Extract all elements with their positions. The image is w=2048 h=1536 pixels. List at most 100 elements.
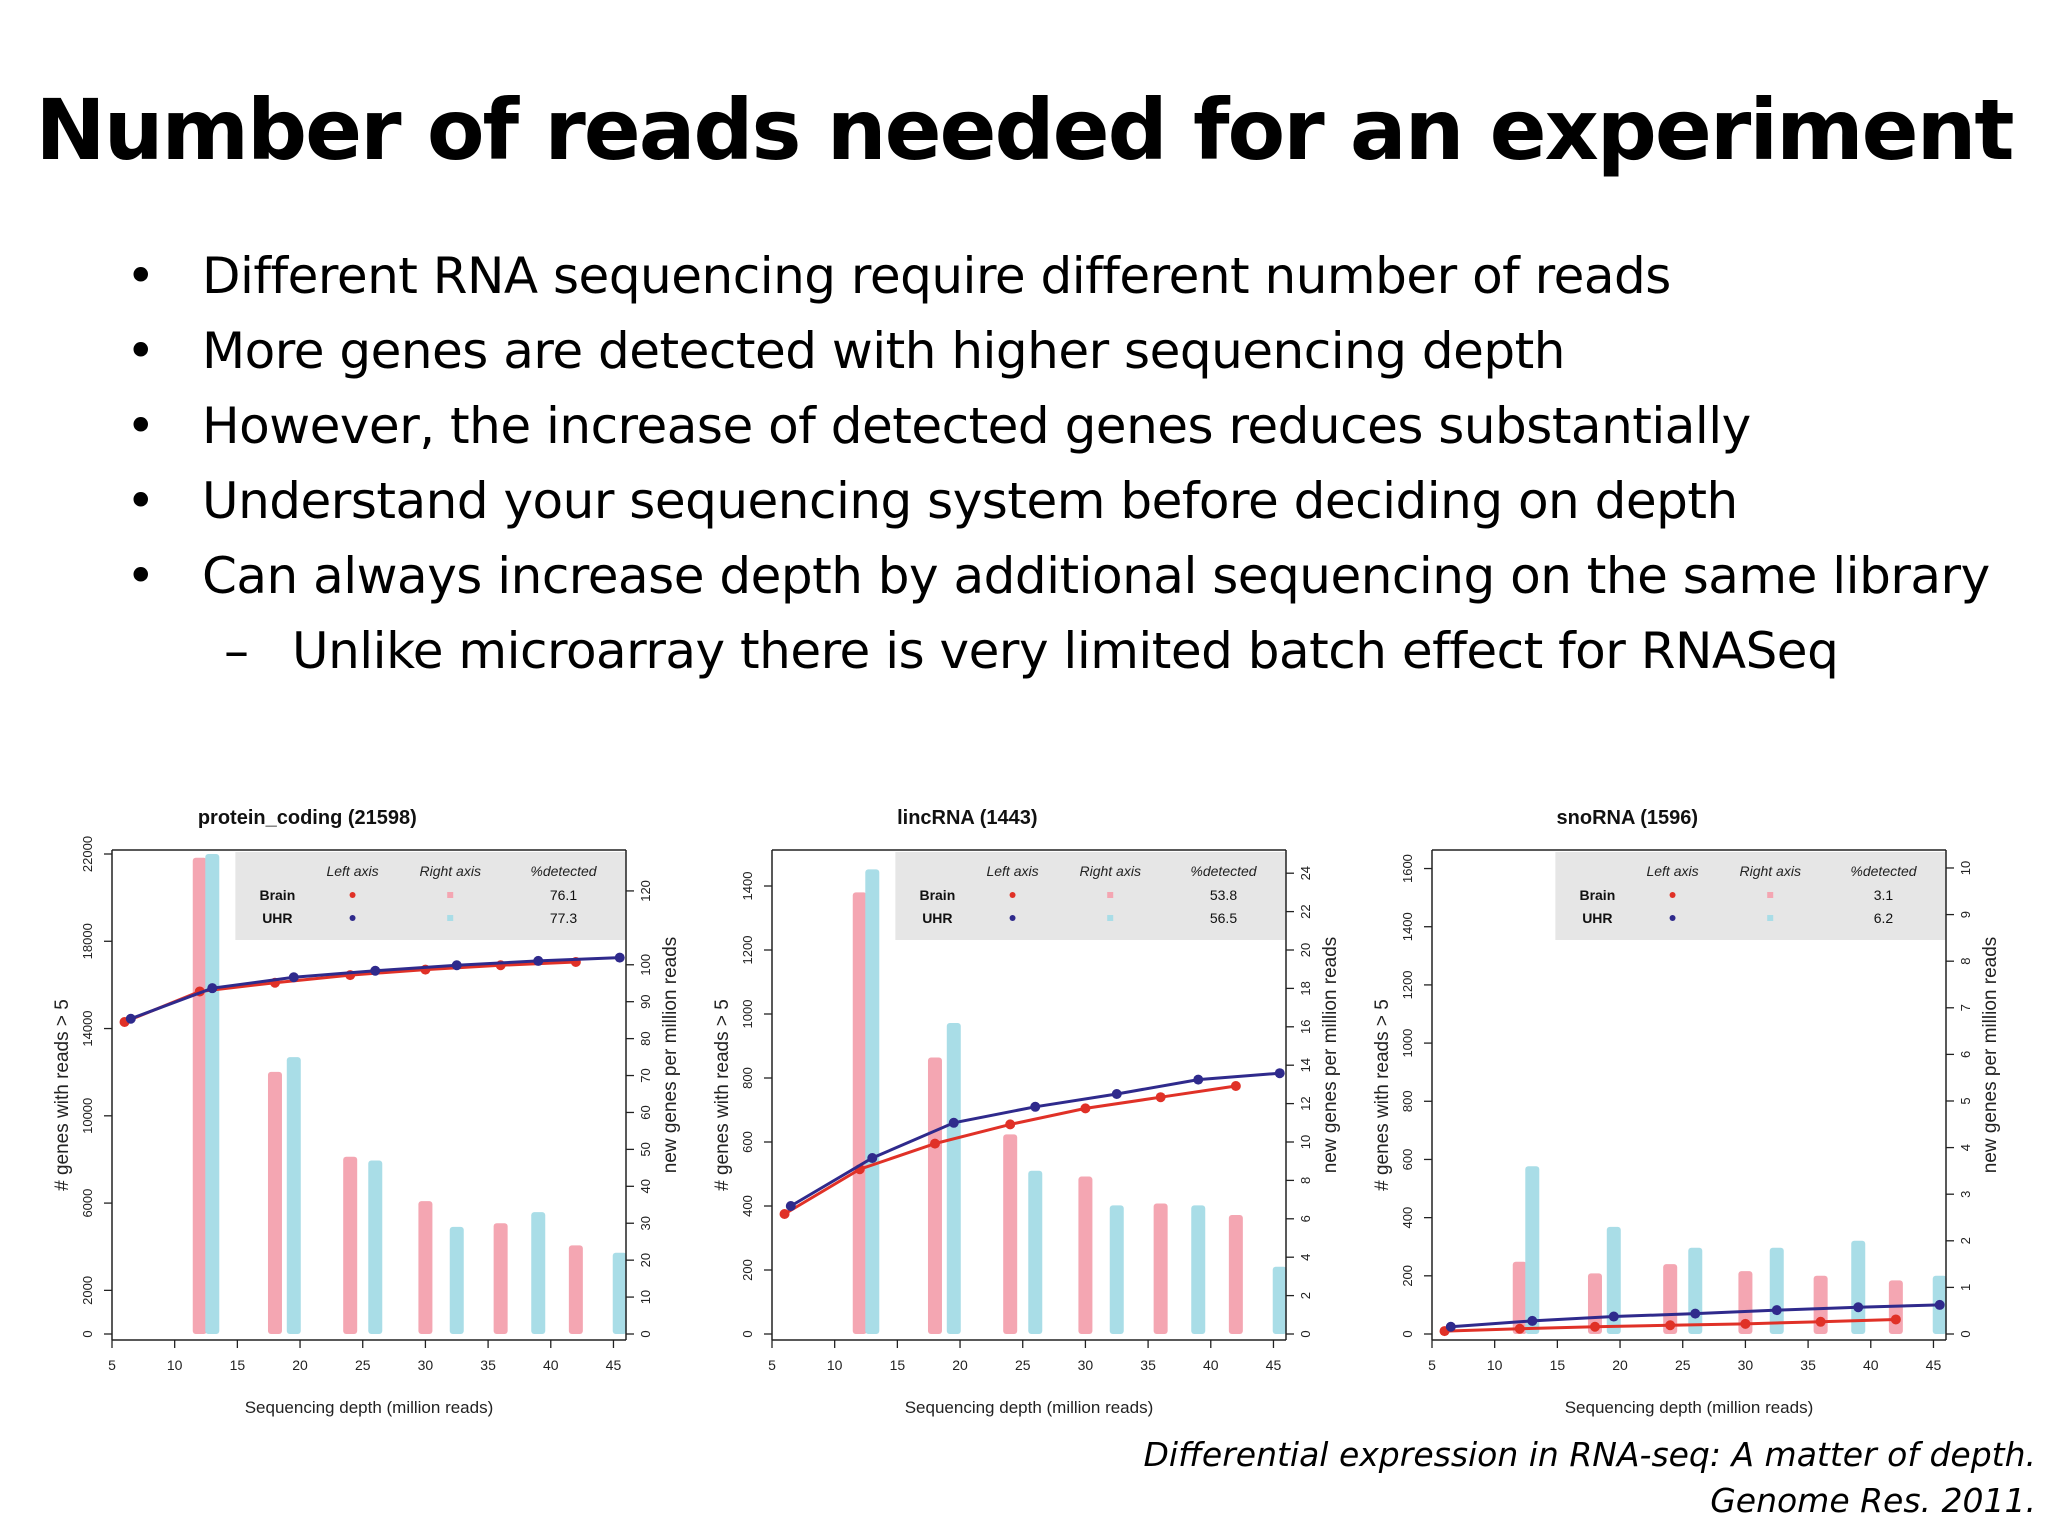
chart-legend-header: Right axis xyxy=(1079,863,1140,879)
chart-bar-brain xyxy=(1663,1264,1678,1334)
chart-legend-header: Right axis xyxy=(419,863,480,879)
chart-y2-tick-label: 10 xyxy=(1298,1135,1313,1149)
chart-legend-detected: 3.1 xyxy=(1874,887,1894,903)
chart-y-tick-label: 6000 xyxy=(80,1189,95,1218)
chart-bar-uhr xyxy=(1272,1266,1287,1334)
chart-y2-tick-label: 2 xyxy=(1298,1292,1313,1299)
chart-y2-tick-label: 6 xyxy=(1298,1215,1313,1222)
chart-legend-bar-key xyxy=(1107,915,1114,921)
chart-legend-bar-key xyxy=(447,915,454,921)
bullet-text: Different RNA sequencing require differe… xyxy=(202,247,1671,305)
bullet-text: Understand your sequencing system before… xyxy=(202,472,1738,530)
chart-y2-tick-label: 2 xyxy=(1958,1237,1973,1244)
chart-bar-brain xyxy=(1153,1203,1168,1334)
chart-x-tick-label: 25 xyxy=(355,1357,371,1373)
chart-y2-tick-label: 30 xyxy=(638,1216,653,1230)
chart-x-tick-label: 35 xyxy=(1140,1357,1156,1373)
chart-bar-uhr xyxy=(1688,1247,1703,1334)
chart-y2-tick-label: 70 xyxy=(638,1068,653,1082)
chart-point-brain xyxy=(1589,1321,1600,1332)
chart-x-label: Sequencing depth (million reads) xyxy=(905,1398,1154,1417)
chart-point-brain xyxy=(1740,1318,1751,1329)
chart-title: protein_coding (21598) xyxy=(198,807,417,829)
chart-point-brain xyxy=(1080,1103,1091,1114)
chart-legend-box xyxy=(1555,852,1946,940)
chart-y-tick-label: 1400 xyxy=(1400,912,1415,941)
figure-panel: Left axis Right axis %detected Brain 76.1 UHR… xyxy=(52,807,2001,1417)
bullet-item: • Can always increase depth by additional… xyxy=(118,546,2018,606)
bullet-marker: • xyxy=(126,397,156,455)
chart-legend-bar-key xyxy=(1767,892,1774,898)
chart-point-brain xyxy=(1665,1320,1676,1331)
chart-y-tick-label: 1200 xyxy=(1400,970,1415,999)
chart-bar-uhr xyxy=(286,1057,301,1334)
chart-legend-line-key xyxy=(1009,892,1016,898)
chart-panel: Left axis Right axis %detected Brain 76.1 UHR… xyxy=(52,807,681,1417)
chart-x-tick-label: 35 xyxy=(1800,1357,1816,1373)
chart-y2-tick-label: 4 xyxy=(1298,1254,1313,1261)
chart-x-tick-label: 15 xyxy=(230,1357,246,1373)
chart-legend-header: Left axis xyxy=(986,863,1038,879)
chart-y2-tick-label: 80 xyxy=(638,1031,653,1045)
chart-y2-tick-label: 90 xyxy=(638,994,653,1008)
chart-y-tick-label: 0 xyxy=(1400,1330,1415,1337)
chart-y-tick-label: 1200 xyxy=(740,936,755,965)
chart-y-tick-label: 1000 xyxy=(1400,1029,1415,1058)
chart-bar-brain xyxy=(1512,1261,1527,1334)
chart-legend-label: UHR xyxy=(262,910,292,926)
chart-legend-header: %detected xyxy=(530,863,597,879)
chart-legend-box xyxy=(895,852,1286,940)
chart-point-uhr xyxy=(1608,1311,1619,1322)
chart-legend-box xyxy=(235,852,627,940)
chart-bar-brain xyxy=(343,1156,358,1334)
sub-bullet-text: Unlike microarray there is very limited … xyxy=(292,622,1839,680)
chart-y2-tick-label: 9 xyxy=(1958,911,1973,918)
chart-point-uhr xyxy=(533,955,544,966)
chart-y2-tick-label: 100 xyxy=(638,954,653,976)
chart-title: lincRNA (1443) xyxy=(897,807,1037,829)
chart-legend-label: Brain xyxy=(919,887,955,903)
chart-x-tick-label: 25 xyxy=(1015,1357,1031,1373)
chart-legend-bar-key xyxy=(1107,892,1114,898)
chart-y-tick-label: 14000 xyxy=(80,1010,95,1046)
bullet-item: • More genes are detected with higher seq… xyxy=(118,321,2018,381)
chart-y2-tick-label: 40 xyxy=(638,1179,653,1193)
chart-bar-uhr xyxy=(1606,1226,1621,1334)
chart-y-tick-label: 0 xyxy=(80,1330,95,1337)
chart-bar-brain xyxy=(1078,1176,1093,1334)
chart-y2-label: new genes per million reads xyxy=(660,937,681,1174)
chart-y2-tick-label: 22 xyxy=(1298,904,1313,918)
chart-y2-tick-label: 4 xyxy=(1958,1144,1973,1151)
bullet-item: • Understand your sequencing system befor… xyxy=(118,471,2018,531)
chart-bar-brain xyxy=(418,1201,433,1334)
chart-bar-uhr xyxy=(1525,1166,1540,1334)
chart-legend-label: UHR xyxy=(922,910,952,926)
chart-y2-label: new genes per million reads xyxy=(1320,937,1341,1174)
chart-bar-uhr xyxy=(1109,1205,1124,1334)
chart-point-uhr xyxy=(1030,1101,1041,1112)
chart-legend-line-key xyxy=(1669,892,1676,898)
chart-bar-brain xyxy=(1003,1134,1018,1334)
chart-y2-tick-label: 60 xyxy=(638,1105,653,1119)
chart-x-tick-label: 15 xyxy=(1550,1357,1566,1373)
chart-bar-uhr xyxy=(1191,1205,1206,1334)
chart-point-uhr xyxy=(125,1013,136,1024)
chart-y-tick-label: 0 xyxy=(740,1330,755,1337)
chart-legend-header: Left axis xyxy=(326,863,378,879)
chart-point-uhr xyxy=(207,983,218,994)
chart-y2-tick-label: 10 xyxy=(1958,861,1973,875)
chart-y-tick-label: 1600 xyxy=(1400,854,1415,883)
chart-y2-tick-label: 10 xyxy=(638,1290,653,1304)
chart-y2-tick-label: 20 xyxy=(1298,943,1313,957)
chart-legend-header: %detected xyxy=(1190,863,1257,879)
chart-point-brain xyxy=(1230,1081,1241,1091)
chart-panel: Left axis Right axis %detected Brain 53.8 UHR… xyxy=(712,807,1341,1417)
chart-point-uhr xyxy=(1274,1068,1285,1079)
chart-y2-label: new genes per million reads xyxy=(1980,937,2001,1174)
chart-y-tick-label: 800 xyxy=(1400,1090,1415,1112)
chart-x-label: Sequencing depth (million reads) xyxy=(245,1398,494,1417)
chart-y2-tick-label: 120 xyxy=(638,880,653,902)
chart-legend-label: Brain xyxy=(1579,887,1615,903)
bullet-item: • However, the increase of detected genes… xyxy=(118,396,2018,456)
chart-x-tick-label: 45 xyxy=(606,1357,622,1373)
